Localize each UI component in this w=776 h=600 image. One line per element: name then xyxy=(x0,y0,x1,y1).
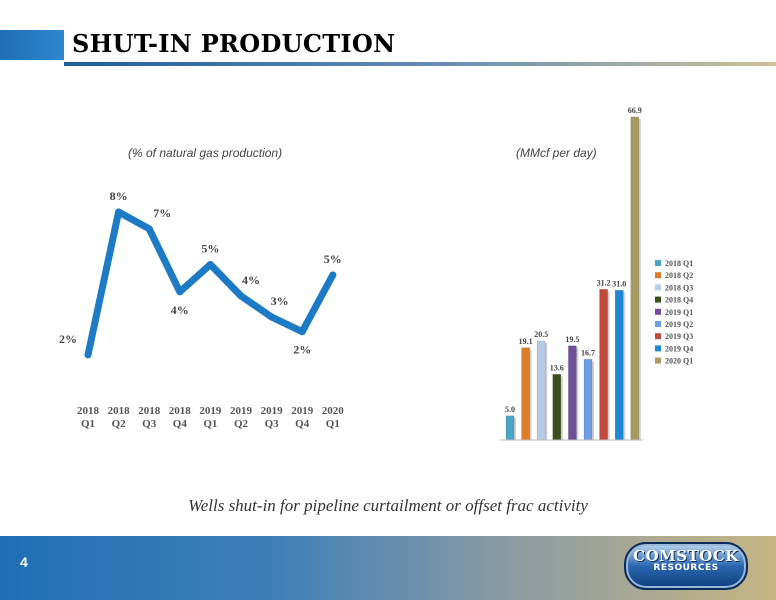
x-tick-label: 2019 Q2 xyxy=(230,405,253,430)
bar-data-label: 13.6 xyxy=(550,363,564,372)
legend-label: 2019 Q3 xyxy=(665,332,693,341)
bar xyxy=(568,345,577,441)
x-tick-label: 2019 Q3 xyxy=(261,405,284,430)
legend-swatch xyxy=(655,308,661,315)
legend-swatch xyxy=(655,357,661,364)
bar xyxy=(521,347,530,441)
bar xyxy=(599,289,608,441)
bar-shadow xyxy=(623,292,626,440)
legend-label: 2018 Q1 xyxy=(665,259,693,268)
line-data-label: 5% xyxy=(324,252,342,266)
bar-shadow xyxy=(545,343,548,440)
page-title: SHUT-IN PRODUCTION xyxy=(72,29,396,58)
legend-swatch xyxy=(655,345,661,352)
x-tick-label: 2019 Q4 xyxy=(291,405,314,430)
header-accent-block xyxy=(0,30,64,60)
legend-label: 2018 Q3 xyxy=(665,283,693,292)
line-data-label: 4% xyxy=(171,303,189,317)
bar-shadow xyxy=(514,417,516,440)
bar xyxy=(583,359,593,441)
bar-shadow xyxy=(529,349,532,440)
bar-chart-shut-in-mmcf: 5.0 19.120.5 13.6 19.516.7 31.2 31.0 66.9 2018 … xyxy=(500,106,693,441)
x-tick-label: 2020 Q1 xyxy=(322,405,345,430)
line-data-label: 7% xyxy=(153,206,171,220)
legend-swatch xyxy=(655,260,661,266)
line-point xyxy=(176,288,184,296)
bar-shadow xyxy=(576,347,579,440)
legend-swatch xyxy=(655,296,661,303)
bar xyxy=(552,374,562,441)
bar-data-label: 66.9 xyxy=(628,106,642,115)
line-data-label: 2% xyxy=(59,332,77,346)
comstock-logo: COMSTOCK RESOURCES xyxy=(624,542,748,590)
legend-swatch xyxy=(655,321,661,327)
bar-data-label: 16.7 xyxy=(581,348,595,357)
x-tick-label: 2018 Q2 xyxy=(108,405,131,430)
legend-swatch xyxy=(655,333,661,340)
tagline-text: Wells shut-in for pipeline curtailment o… xyxy=(188,496,588,515)
bar xyxy=(614,290,624,441)
legend-label: 2019 Q4 xyxy=(665,344,693,353)
x-tick-label: 2018 Q3 xyxy=(138,405,161,430)
legend-label: 2019 Q2 xyxy=(665,320,693,329)
x-tick-label: 2018 Q1 xyxy=(77,405,100,430)
line-data-label: 2% xyxy=(293,343,311,357)
bar-data-label: 31.0 xyxy=(612,279,626,288)
bar-shadow xyxy=(607,291,610,440)
bar-data-label: 19.5 xyxy=(565,335,579,344)
bar-shadow xyxy=(560,376,563,440)
line-point xyxy=(84,351,92,359)
bar-chart-subtitle: (MMcf per day) xyxy=(516,146,597,160)
legend-label: 2018 Q4 xyxy=(665,296,693,305)
logo-line2: RESOURCES xyxy=(653,563,719,573)
x-tick-label: 2018 Q4 xyxy=(169,405,192,430)
page-number: 4 xyxy=(20,554,28,570)
line-data-label: 8% xyxy=(110,189,128,203)
line-data-label: 3% xyxy=(271,294,289,308)
line-data-label: 4% xyxy=(242,273,260,287)
line-data-label: 5% xyxy=(201,242,219,256)
bar-data-label: 20.5 xyxy=(534,330,548,339)
line-point xyxy=(268,313,276,321)
line-point xyxy=(206,261,214,268)
bar xyxy=(630,116,640,441)
header-divider xyxy=(64,62,776,66)
line-point xyxy=(145,225,153,233)
bar-data-label: 19.1 xyxy=(519,337,533,346)
line-chart-shut-in-percent: 2% 2018 Q1 8% 2018 Q2 7% 2018 Q3 4% 2018 Q4 5% 2019 Q1… xyxy=(59,189,345,430)
series-line xyxy=(84,208,337,359)
line-point xyxy=(115,208,123,216)
legend-label: 2018 Q2 xyxy=(665,271,693,280)
bar-shadow xyxy=(638,118,641,440)
legend-swatch xyxy=(655,284,661,291)
bar xyxy=(505,415,515,441)
legend-label: 2019 Q1 xyxy=(665,308,693,317)
bar-data-label: 5.0 xyxy=(505,405,515,414)
legend-label: 2020 Q1 xyxy=(665,357,693,366)
line-point xyxy=(237,292,245,300)
line-point xyxy=(329,271,337,279)
bar-data-label: 31.2 xyxy=(597,278,611,287)
logo-line1: COMSTOCK xyxy=(633,547,739,565)
bar xyxy=(536,340,546,441)
line-point xyxy=(298,328,306,336)
legend-swatch xyxy=(655,272,661,279)
bar-shadow xyxy=(592,361,594,440)
line-chart-subtitle: (% of natural gas production) xyxy=(128,146,283,160)
x-tick-label: 2019 Q1 xyxy=(199,405,222,430)
